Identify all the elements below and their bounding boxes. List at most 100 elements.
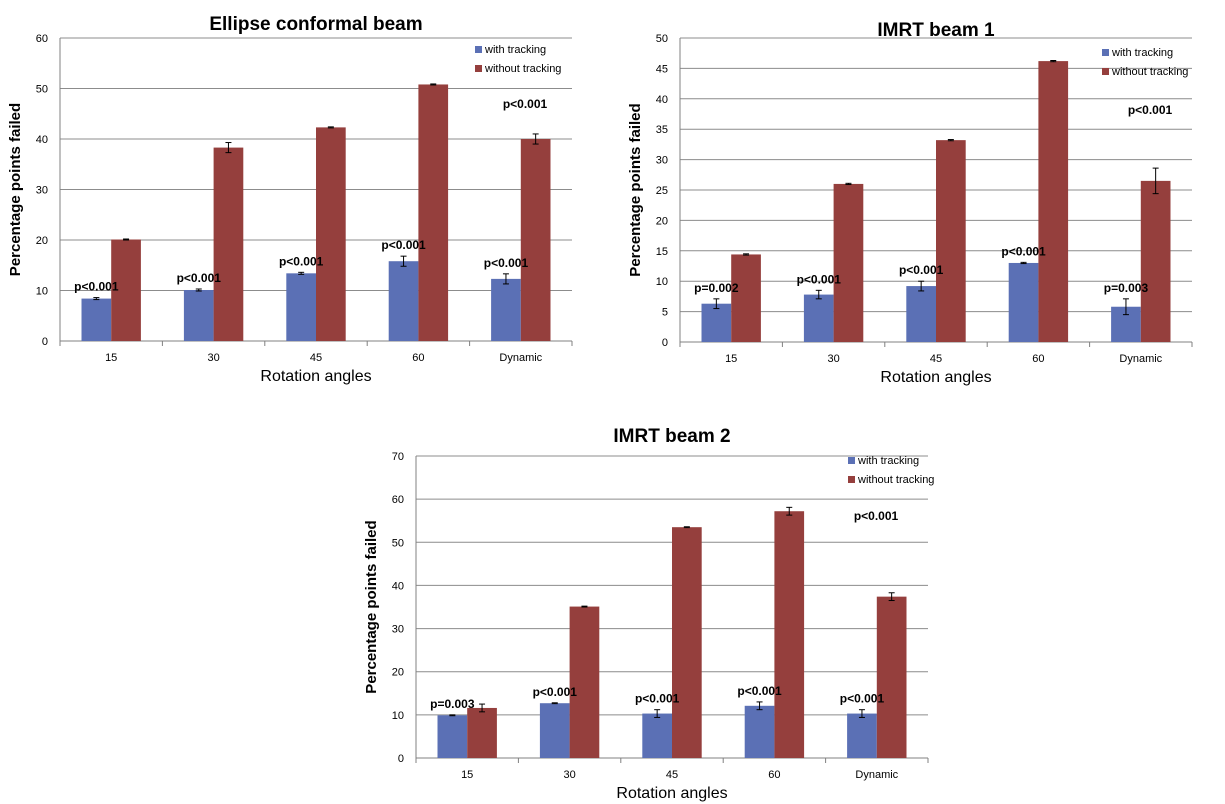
x-axis-title: Rotation angles [880,369,991,386]
x-tick-label: 15 [461,769,473,781]
p-value-annotation: p<0.001 [635,692,680,706]
error-bar [123,238,130,241]
y-tick-label: 20 [656,215,668,227]
p-value-annotation: p<0.001 [381,238,426,252]
y-tick-label: 20 [392,667,404,679]
overall-p-value: p<0.001 [854,509,899,523]
y-tick-label: 15 [656,246,668,258]
bar-without-tracking-45 [936,140,966,342]
y-tick-label: 70 [392,451,404,463]
y-tick-label: 20 [36,235,48,247]
y-tick-label: 40 [36,134,48,146]
legend-swatch-with-tracking [1102,49,1109,56]
x-tick-label: 60 [412,352,424,364]
error-bar [298,271,305,275]
bar-without-tracking-15 [467,707,497,758]
bar-with-tracking-45 [286,273,316,341]
x-tick-label: 60 [1032,353,1044,365]
bar-without-tracking-60 [774,511,805,758]
bar-without-tracking-60 [1038,61,1069,342]
y-tick-label: 40 [656,94,668,106]
error-bar [1020,261,1027,265]
bar-with-tracking-15 [81,298,112,341]
chart-title: Ellipse conformal beam [209,14,422,35]
bar-without-tracking-15 [111,239,141,341]
error-bar [918,280,925,292]
y-tick-label: 50 [36,84,48,96]
legend-label: without tracking [857,474,934,486]
bar-without-tracking-30 [833,183,864,342]
bar-with-tracking-15 [437,715,468,758]
legend-label: without tracking [1111,66,1188,78]
chart-imrt-beam-2: IMRT beam 2 0 10 20 30 40 50 60 70 p=0.003 15 p<0.0… [363,426,934,802]
y-tick-label: 0 [398,753,404,765]
x-tick-label: 15 [105,352,117,364]
y-tick-label: 10 [392,710,404,722]
p-value-annotation: p<0.001 [279,254,324,268]
error-bar [786,506,793,516]
chart-ellipse-conformal-beam: Ellipse conformal beam 0 10 20 30 40 50 60 p<0.0… [7,14,573,385]
chart-title: IMRT beam 1 [877,20,995,41]
error-bar [93,297,100,301]
x-tick-label: 45 [310,352,322,364]
p-value-annotation: p=0.003 [1104,281,1149,295]
bar-with-tracking-30 [803,294,834,342]
bar-without-tracking-45 [316,127,346,341]
y-tick-label: 50 [656,33,668,45]
p-value-annotation: p<0.001 [840,692,885,706]
bar-with-tracking-60 [744,705,775,758]
bar-with-tracking-dynamic [847,713,877,758]
bar-without-tracking-60 [418,84,449,342]
error-bar [888,592,895,602]
y-tick-label: 30 [36,185,48,197]
p-value-annotation: p<0.001 [797,272,842,286]
y-tick-label: 10 [656,276,668,288]
y-tick-label: 40 [392,580,404,592]
bar-with-tracking-15 [701,303,732,342]
x-tick-label: 45 [666,769,678,781]
bar-with-tracking-60 [388,261,419,341]
error-bar [479,703,486,713]
y-tick-label: 0 [662,337,668,349]
p-value-annotation: p<0.001 [737,684,782,698]
chart-imrt-beam-1: IMRT beam 1 0 5 10 15 20 25 30 35 40 45 50 p=0.002 15… [627,20,1193,386]
y-tick-label: 10 [36,286,48,298]
error-bar [756,701,763,711]
y-axis-title: Percentage points failed [627,103,644,276]
error-bar [327,126,334,129]
legend-label: with tracking [857,455,919,467]
error-bar [225,142,232,154]
error-bar [502,273,509,285]
overall-p-value: p<0.001 [1128,103,1173,117]
legend-label: without tracking [484,63,561,75]
y-tick-label: 0 [42,336,48,348]
error-bar [532,133,539,145]
x-tick-label: 45 [930,353,942,365]
error-bar [449,714,456,717]
p-value-annotation: p<0.001 [899,263,944,277]
p-value-annotation: p<0.001 [484,256,529,270]
y-tick-label: 50 [392,537,404,549]
p-value-annotation: p<0.001 [1001,244,1046,258]
bar-with-tracking-30 [539,703,570,758]
error-bar [1122,298,1129,316]
legend-swatch-without-tracking [848,476,855,483]
bar-without-tracking-30 [569,606,600,758]
bar-without-tracking-15 [731,254,761,342]
error-bar [430,83,437,86]
x-tick-label: 15 [725,353,737,365]
x-tick-label: 30 [207,352,219,364]
error-bar [551,702,558,705]
x-tick-label: 60 [768,769,780,781]
error-bar [654,709,661,718]
error-bar [815,289,822,300]
legend-swatch-with-tracking [848,457,855,464]
error-bar [400,255,407,267]
legend-label: with tracking [1111,47,1173,59]
x-tick-label: 30 [563,769,575,781]
error-bar [947,139,954,142]
y-tick-label: 30 [392,624,404,636]
bar-without-tracking-dynamic [876,596,907,758]
bar-with-tracking-60 [1008,262,1039,342]
y-axis-title: Percentage points failed [363,520,380,693]
